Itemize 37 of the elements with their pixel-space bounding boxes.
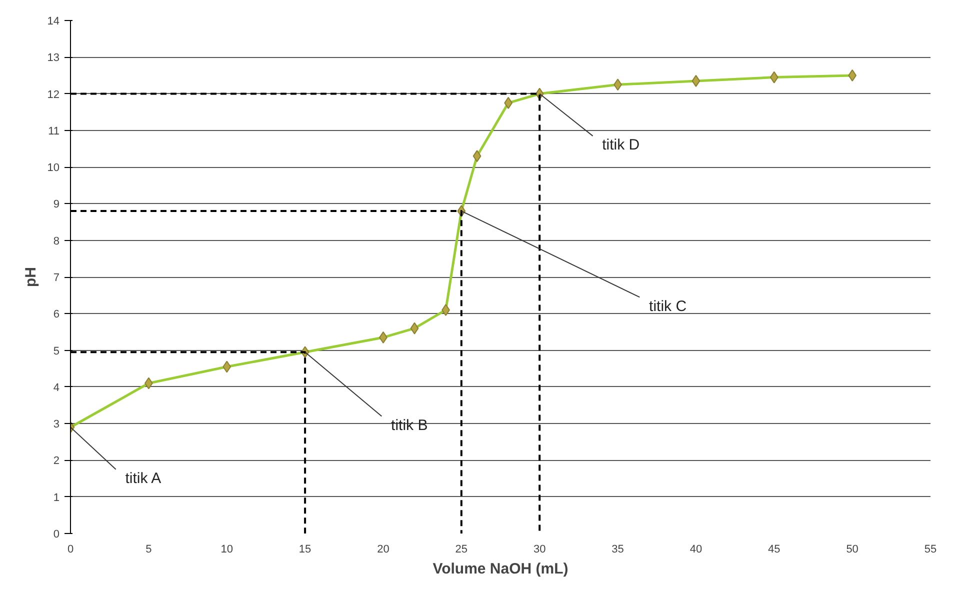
y-axis-title: pH (22, 267, 40, 287)
point (472, 150, 482, 162)
x-tick-label: 50 (846, 544, 858, 556)
x-tick-label: 40 (690, 544, 702, 556)
y-tick-label: 3 (53, 418, 60, 431)
x-tick-label: 45 (768, 544, 780, 556)
point (222, 360, 232, 373)
point (692, 74, 700, 87)
y-tick-label: 10 (47, 162, 60, 174)
y-tick-label: 12 (47, 88, 60, 101)
y-tick-label: 6 (53, 308, 60, 321)
point (770, 71, 778, 84)
y-tick-label: 13 (47, 52, 60, 64)
x-tick-label: 10 (220, 544, 233, 556)
annotation: titik C (649, 298, 687, 315)
y-tick-label: 2 (53, 455, 60, 468)
annotation: titik D (602, 136, 640, 154)
x-axis-title: Volume NaOH (mL) (432, 560, 568, 578)
y-tick-label: 8 (53, 235, 60, 248)
point (410, 322, 419, 334)
x-tick-label: 20 (377, 544, 390, 556)
y-tick-label: 5 (53, 345, 60, 358)
y-tick-label: 0 (53, 528, 60, 540)
x-tick-label: 5 (146, 544, 152, 556)
x-tick-label: 35 (612, 544, 624, 556)
y-tick-label: 7 (53, 272, 60, 284)
y-tick-label: 1 (53, 492, 60, 504)
x-tick-label: 30 (533, 544, 546, 556)
y-tick-label: 14 (47, 16, 60, 28)
y-tick-label: 11 (48, 125, 60, 138)
x-tick-label: 25 (455, 544, 468, 556)
annotation: titik A (125, 470, 162, 488)
y-tick-label: 4 (53, 382, 60, 394)
x-tick-label: 55 (924, 544, 937, 556)
y-tick-label: 9 (53, 198, 60, 211)
x-tick-label: 0 (67, 544, 74, 556)
x-tick-label: 15 (298, 544, 312, 556)
